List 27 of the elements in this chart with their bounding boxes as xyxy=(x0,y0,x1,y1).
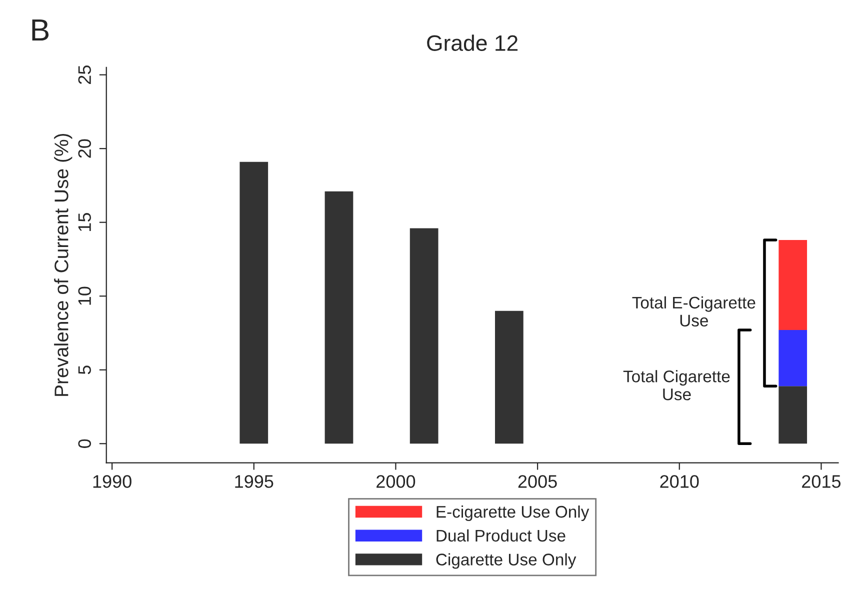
x-tick-label: 2010 xyxy=(660,475,699,488)
legend-label: Cigarette Use Only xyxy=(436,553,576,569)
bar xyxy=(410,228,438,444)
x-tick-label: 2000 xyxy=(376,475,416,488)
y-tick-label: 25 xyxy=(78,66,91,84)
bar xyxy=(778,386,808,444)
legend-label: E-cigarette Use Only xyxy=(436,505,590,522)
text: B xyxy=(32,20,49,41)
x-tick-label: 2005 xyxy=(518,475,557,488)
y-tick-label: 10 xyxy=(78,286,91,305)
y-tick-label: 5 xyxy=(78,366,91,374)
bar xyxy=(240,162,268,444)
annotation: Total Cigarette Use xyxy=(623,370,730,400)
legend-label: Dual Product Use xyxy=(436,529,566,542)
y-tick-label: 0 xyxy=(78,439,91,448)
chart-title: Grade 12 xyxy=(427,34,518,51)
bar xyxy=(778,330,808,386)
x-tick-label: 1990 xyxy=(93,475,132,488)
y-tick-label: 15 xyxy=(78,213,91,231)
annotation: Total E-Cigarette Use xyxy=(632,296,756,327)
x-tick-label: 1995 xyxy=(235,475,274,488)
y-axis-title: Prevalence of Current Use (%) xyxy=(54,134,72,396)
bar xyxy=(778,240,808,330)
bar xyxy=(324,191,354,444)
bar xyxy=(495,310,524,444)
y-tick-label: 20 xyxy=(78,139,91,158)
x-tick-label: 2015 xyxy=(802,475,841,488)
